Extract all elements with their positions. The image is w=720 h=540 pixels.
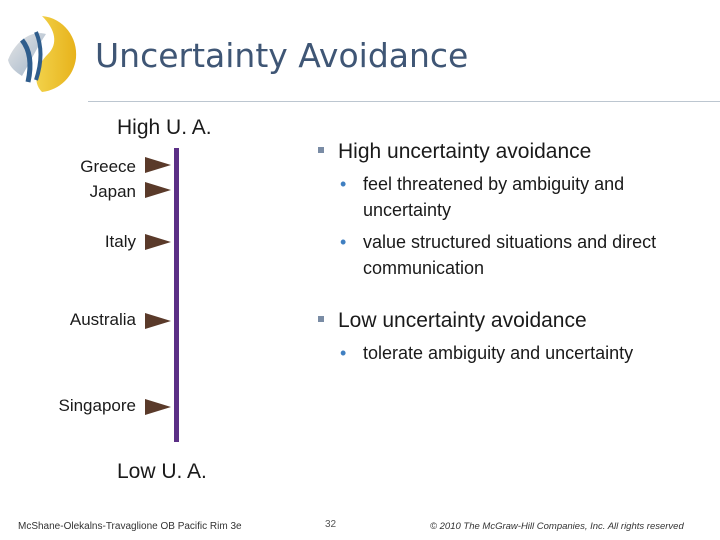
bullet-low-heading: Low uncertainty avoidance <box>338 309 587 332</box>
subbullet-low-1: • tolerate ambiguity and uncertainty <box>340 340 700 366</box>
country-label-italy: Italy <box>104 232 136 251</box>
bullet-high-heading: High uncertainty avoidance <box>338 140 592 163</box>
country-label-australia: Australia <box>69 310 136 329</box>
footer-source: McShane-Olekalns-Travaglione OB Pacific … <box>18 521 242 532</box>
arrow-marker-icon <box>145 234 171 250</box>
scale-bar <box>174 148 179 442</box>
dot-bullet-icon: • <box>340 232 347 252</box>
square-bullet-icon <box>318 147 324 154</box>
bullet-low-ua: Low uncertainty avoidance <box>318 309 587 333</box>
scale-bottom-label: Low U. A. <box>117 460 207 483</box>
subbullet-text: value structured situations and direct c… <box>363 232 657 278</box>
subbullet-high-2: • value structured situations and direct… <box>340 229 700 281</box>
country-label-japan: Japan <box>89 182 136 201</box>
footer-copyright: © 2010 The McGraw-Hill Companies, Inc. A… <box>430 521 684 532</box>
scale-top-label: High U. A. <box>117 116 212 139</box>
page-number: 32 <box>325 519 337 530</box>
angelfish-logo-icon <box>8 16 77 92</box>
arrow-marker-icon <box>145 157 171 173</box>
subbullet-text: tolerate ambiguity and uncertainty <box>363 343 634 363</box>
dot-bullet-icon: • <box>340 343 347 363</box>
country-label-greece: Greece <box>80 157 136 176</box>
country-label-singapore: Singapore <box>58 396 136 415</box>
dot-bullet-icon: • <box>340 174 347 194</box>
title-divider <box>88 101 720 102</box>
arrow-marker-icon <box>145 313 171 329</box>
subbullet-high-1: • feel threatened by ambiguity and uncer… <box>340 171 700 223</box>
slide-title: Uncertainty Avoidance <box>95 36 469 75</box>
square-bullet-icon <box>318 316 324 323</box>
subbullet-text: feel threatened by ambiguity and uncerta… <box>363 174 625 220</box>
bullet-high-ua: High uncertainty avoidance <box>318 140 591 164</box>
arrow-marker-icon <box>145 399 171 415</box>
arrow-marker-icon <box>145 182 171 198</box>
